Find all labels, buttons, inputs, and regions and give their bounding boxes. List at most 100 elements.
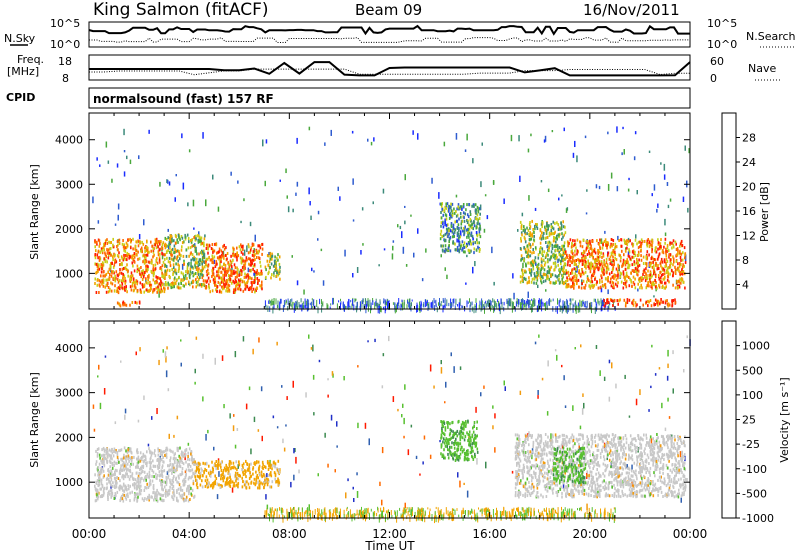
scatter-point <box>554 282 556 285</box>
scatter-point <box>287 511 288 517</box>
scatter-point <box>165 244 167 247</box>
scatter-point <box>665 233 667 237</box>
scatter-point <box>103 246 105 249</box>
scatter-point <box>218 276 220 279</box>
scatter-point <box>554 222 556 225</box>
scatter-point <box>330 303 331 305</box>
scatter-point <box>542 235 544 238</box>
scatter-point <box>555 349 557 351</box>
scatter-point <box>318 512 319 520</box>
scatter-point <box>162 460 164 463</box>
scatter-point <box>416 456 418 459</box>
scatter-point <box>549 234 551 237</box>
scatter-point <box>136 352 138 356</box>
scatter-point <box>394 302 395 309</box>
scatter-point <box>346 514 347 519</box>
scatter-point <box>637 190 639 194</box>
scatter-point <box>471 234 473 237</box>
scatter-point <box>309 127 311 131</box>
scatter-point <box>537 285 539 288</box>
scatter-point <box>100 281 102 284</box>
scatter-point <box>644 240 646 243</box>
scatter-point <box>198 241 200 244</box>
scatter-point <box>521 254 523 257</box>
scatter-point <box>508 301 509 309</box>
scatter-point <box>621 265 623 268</box>
scatter-point <box>583 239 585 242</box>
scatter-point <box>470 218 472 221</box>
scatter-point <box>404 221 406 225</box>
scatter-point <box>486 508 487 511</box>
scatter-point <box>132 247 134 250</box>
scatter-point <box>560 299 561 302</box>
scatter-point <box>529 300 530 308</box>
scatter-point <box>337 303 338 309</box>
scatter-point <box>542 511 543 515</box>
scatter-point <box>661 403 663 408</box>
scatter-point <box>545 261 547 264</box>
scatter-point <box>582 263 584 266</box>
scatter-point <box>581 507 582 511</box>
scatter-point <box>587 260 589 263</box>
scatter-point <box>252 259 254 262</box>
noise-panel: N.Sky 10^5 10^0 10^5 10^0 N.Search <box>4 17 796 51</box>
scatter-point <box>613 250 615 253</box>
scatter-point <box>102 280 104 283</box>
scatter-point <box>657 238 659 241</box>
scatter-point <box>567 240 569 243</box>
scatter-point <box>624 261 626 264</box>
scatter-point <box>259 284 261 287</box>
scatter-point <box>413 253 415 258</box>
scatter-point <box>658 255 660 258</box>
scatter-point <box>209 290 211 293</box>
scatter-point <box>359 510 360 515</box>
scatter-point <box>399 305 400 308</box>
scatter-point <box>379 515 380 520</box>
scatter-point <box>419 474 421 476</box>
scatter-point <box>471 516 472 520</box>
scatter-point <box>148 444 150 447</box>
scatter-point <box>434 298 435 301</box>
scatter-point <box>388 336 390 341</box>
scatter-point <box>648 254 650 257</box>
scatter-point <box>431 302 432 308</box>
scatter-point <box>219 282 221 285</box>
scatter-point <box>144 283 146 286</box>
scatter-point <box>196 252 198 255</box>
scatter-point <box>421 301 422 308</box>
scatter-point <box>527 299 528 304</box>
scatter-point <box>479 213 481 216</box>
scatter-point <box>97 253 99 256</box>
scatter-point <box>127 270 129 273</box>
scatter-point <box>118 204 120 210</box>
scatter-point <box>312 298 313 300</box>
scatter-point <box>580 259 582 262</box>
scatter-point <box>563 271 565 274</box>
scatter-point <box>653 264 655 267</box>
scatter-point <box>604 377 606 381</box>
scatter-point <box>665 248 667 251</box>
scatter-point <box>541 225 543 228</box>
scatter-point <box>453 242 455 245</box>
scatter-point <box>130 246 132 249</box>
scatter-point <box>603 272 605 275</box>
scatter-point <box>647 270 649 273</box>
scatter-point <box>197 234 199 237</box>
scatter-point <box>147 254 149 257</box>
scatter-point <box>544 509 545 512</box>
scatter-point <box>450 511 451 515</box>
scatter-point <box>276 257 278 260</box>
scatter-point <box>673 299 675 302</box>
scatter-point <box>443 234 445 237</box>
scatter-point <box>667 182 669 186</box>
scatter-point <box>357 267 359 273</box>
scatter-point <box>200 260 202 263</box>
scatter-point <box>433 386 435 389</box>
scatter-point <box>665 285 667 288</box>
scatter-point <box>473 251 475 254</box>
scatter-point <box>332 513 333 521</box>
scatter-point <box>164 486 166 489</box>
scatter-point <box>117 163 119 167</box>
scatter-point <box>105 253 107 256</box>
scatter-point <box>656 300 658 303</box>
